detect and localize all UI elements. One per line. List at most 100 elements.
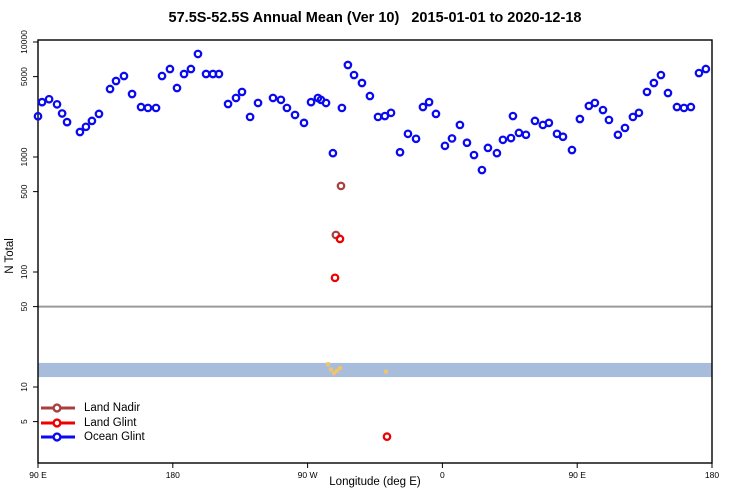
data-point-Ocean Glint — [418, 102, 428, 112]
data-point-Ocean Glint — [469, 150, 479, 160]
plot-border — [37, 39, 713, 464]
data-point-Ocean Glint — [111, 76, 121, 86]
data-point-Ocean Glint — [686, 102, 696, 112]
ocean-glint-marker-icon — [41, 432, 75, 442]
data-point-Ocean Glint — [94, 109, 104, 119]
data-point-Ocean Glint — [37, 97, 47, 107]
data-point-Ocean Glint — [365, 91, 375, 101]
data-point-Ocean Glint — [245, 112, 255, 122]
data-point-Ocean Glint — [290, 110, 300, 120]
data-point-Ocean Glint — [321, 98, 331, 108]
data-point-Ocean Glint — [679, 103, 689, 113]
data-point-Ocean Glint — [656, 70, 666, 80]
x-tick-label: 90 E — [29, 470, 47, 480]
data-point-Ocean Glint — [231, 93, 241, 103]
data-point-Ocean Glint — [237, 87, 247, 97]
highlight-band — [38, 362, 712, 378]
data-point-Ocean Glint — [498, 135, 508, 145]
data-point-Ocean Glint — [299, 118, 309, 128]
y-tick-label: 10 — [19, 382, 29, 392]
data-point-Ocean Glint — [87, 116, 97, 126]
data-point-Ocean Glint — [328, 148, 338, 158]
data-point-Ocean Glint — [598, 105, 608, 115]
data-point-flagged-marks — [334, 368, 340, 374]
data-point-Ocean Glint — [386, 108, 396, 118]
legend-label: Land Glint — [84, 416, 137, 429]
data-point-Ocean Glint — [119, 71, 129, 81]
y-tick-label: 5 — [19, 419, 29, 424]
data-point-Ocean Glint — [613, 130, 623, 140]
legend-item-ocean-glint: Ocean Glint — [40, 430, 145, 445]
data-point-Ocean Glint — [620, 123, 630, 133]
data-point-Ocean Glint — [201, 69, 211, 79]
data-point-Ocean Glint — [75, 127, 85, 137]
data-point-Ocean Glint — [483, 143, 493, 153]
data-point-Ocean Glint — [521, 130, 531, 140]
data-point-Ocean Glint — [214, 69, 224, 79]
data-point-Ocean Glint — [530, 116, 540, 126]
data-point-flagged-marks — [325, 361, 331, 367]
y-tick-label: 5000 — [19, 67, 29, 86]
data-point-Ocean Glint — [276, 95, 286, 105]
data-point-Ocean Glint — [81, 122, 91, 132]
data-point-Ocean Glint — [165, 64, 175, 74]
data-point-Ocean Glint — [604, 115, 614, 125]
data-point-flagged-marks — [383, 369, 389, 374]
y-tick-label: 10000 — [19, 30, 29, 54]
data-point-Land Glint — [335, 234, 345, 244]
data-point-Ocean Glint — [33, 111, 43, 121]
data-point-Ocean Glint — [282, 103, 292, 113]
legend: Land Nadir Land Glint Ocean Glint — [40, 401, 145, 445]
data-point-Ocean Glint — [193, 49, 203, 59]
y-axis-label: N Total — [4, 238, 16, 274]
legend-item-land-glint: Land Glint — [40, 416, 145, 431]
data-point-Ocean Glint — [306, 97, 316, 107]
data-point-Ocean Glint — [127, 89, 137, 99]
data-point-Ocean Glint — [403, 129, 413, 139]
data-point-Ocean Glint — [424, 97, 434, 107]
data-point-Ocean Glint — [506, 133, 516, 143]
data-point-Ocean Glint — [57, 109, 67, 118]
data-point-Ocean Glint — [186, 64, 196, 74]
data-point-Ocean Glint — [179, 69, 189, 79]
data-point-Ocean Glint — [105, 84, 115, 94]
data-point-Ocean Glint — [663, 88, 673, 98]
data-point-Land Glint — [330, 273, 340, 283]
data-point-Land Nadir — [336, 181, 346, 191]
x-axis-label: Longitude (deg E) — [329, 476, 421, 488]
data-point-Ocean Glint — [455, 120, 465, 130]
data-point-Ocean Glint — [672, 102, 682, 112]
data-point-Ocean Glint — [544, 118, 554, 128]
data-point-Ocean Glint — [694, 68, 704, 78]
data-point-Ocean Glint — [337, 103, 347, 113]
data-point-Ocean Glint — [492, 148, 502, 158]
data-point-Ocean Glint — [223, 99, 233, 109]
data-point-Ocean Glint — [567, 145, 577, 155]
data-point-Ocean Glint — [357, 78, 367, 88]
data-point-Ocean Glint — [590, 98, 600, 108]
land-glint-marker-icon — [41, 418, 75, 428]
x-tick-label: 90 W — [298, 470, 318, 480]
data-point-Ocean Glint — [343, 60, 353, 70]
data-point-Ocean Glint — [447, 134, 457, 143]
data-point-Ocean Glint — [172, 83, 182, 93]
data-point-Ocean Glint — [649, 78, 659, 88]
data-point-Ocean Glint — [628, 112, 638, 122]
y-tick-label: 100 — [19, 265, 29, 279]
x-tick-label: 180 — [166, 470, 180, 480]
x-tick-label: 180 — [705, 470, 719, 480]
data-point-Ocean Glint — [642, 87, 652, 97]
data-point-Ocean Glint — [634, 108, 644, 118]
data-point-Ocean Glint — [349, 70, 359, 80]
data-point-Ocean Glint — [62, 117, 72, 127]
y-tick-label: 500 — [19, 184, 29, 198]
data-point-Ocean Glint — [477, 165, 487, 175]
data-point-Ocean Glint — [431, 109, 441, 119]
data-point-Ocean Glint — [157, 71, 167, 81]
legend-label: Land Nadir — [84, 402, 141, 415]
data-point-Ocean Glint — [462, 138, 472, 148]
data-point-Ocean Glint — [395, 147, 405, 157]
land-nadir-marker-icon — [41, 403, 75, 413]
